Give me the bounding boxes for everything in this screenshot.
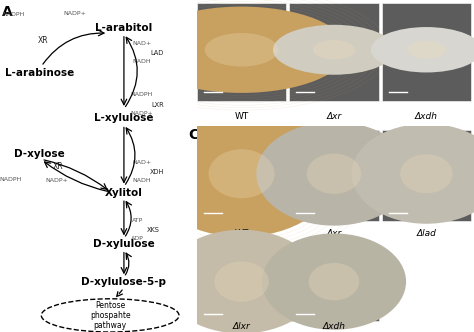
Text: LXR: LXR (151, 102, 164, 108)
Text: Δxr: Δxr (326, 229, 342, 238)
Text: NADPH: NADPH (3, 12, 25, 18)
Ellipse shape (136, 7, 347, 93)
Bar (289, 246, 379, 321)
Text: NADPH: NADPH (0, 177, 22, 183)
Text: L-arabitol: L-arabitol (95, 23, 153, 33)
Ellipse shape (307, 154, 361, 194)
Ellipse shape (407, 41, 446, 58)
Text: NADH: NADH (132, 178, 151, 184)
Text: D-xylulose-5-p: D-xylulose-5-p (82, 277, 166, 287)
Text: NADP+: NADP+ (130, 111, 153, 116)
Text: Xylitol: Xylitol (105, 188, 143, 198)
Ellipse shape (205, 33, 278, 66)
Text: L-xylulose: L-xylulose (94, 113, 154, 123)
Bar (289, 3, 379, 101)
Ellipse shape (209, 149, 274, 198)
Ellipse shape (273, 25, 395, 75)
Bar (382, 3, 471, 101)
Text: Δxr: Δxr (326, 112, 342, 121)
Text: D-xylulose: D-xylulose (93, 239, 155, 249)
Text: ADP: ADP (131, 236, 144, 241)
Text: NADP+: NADP+ (64, 11, 86, 16)
Ellipse shape (164, 230, 319, 332)
Bar (197, 3, 286, 101)
Ellipse shape (352, 124, 474, 224)
Bar (197, 130, 286, 221)
Ellipse shape (313, 40, 356, 59)
Text: Δlad: Δlad (417, 229, 437, 238)
Text: C: C (188, 128, 199, 142)
Text: NADH: NADH (132, 59, 151, 64)
Text: L-arabinose: L-arabinose (5, 68, 74, 78)
Bar (197, 246, 286, 321)
Text: Δxdh: Δxdh (415, 112, 438, 121)
Ellipse shape (256, 122, 411, 226)
Text: NADP+: NADP+ (46, 178, 68, 184)
Ellipse shape (262, 233, 406, 330)
Text: XDH: XDH (150, 169, 164, 175)
Ellipse shape (147, 111, 336, 237)
Bar (289, 130, 379, 221)
Text: XR: XR (53, 162, 64, 171)
Text: NADPH: NADPH (130, 92, 153, 97)
Text: Δxdh: Δxdh (322, 322, 346, 331)
Text: Δlxr: Δlxr (233, 322, 250, 331)
Ellipse shape (371, 27, 474, 72)
Bar (382, 130, 471, 221)
Text: NAD+: NAD+ (132, 160, 151, 165)
Text: WT: WT (235, 229, 249, 238)
Ellipse shape (309, 263, 359, 300)
Ellipse shape (400, 154, 453, 193)
Text: D-xylose: D-xylose (14, 149, 65, 159)
Text: ATP: ATP (132, 218, 143, 223)
Text: A: A (2, 5, 13, 19)
Text: LAD: LAD (151, 50, 164, 56)
Ellipse shape (214, 261, 269, 302)
Text: XR: XR (38, 36, 49, 45)
Text: XKS: XKS (147, 227, 160, 233)
Text: NAD+: NAD+ (132, 41, 151, 46)
Text: WT: WT (235, 112, 249, 121)
Text: Pentose
phospahte
pathway: Pentose phospahte pathway (90, 300, 130, 330)
